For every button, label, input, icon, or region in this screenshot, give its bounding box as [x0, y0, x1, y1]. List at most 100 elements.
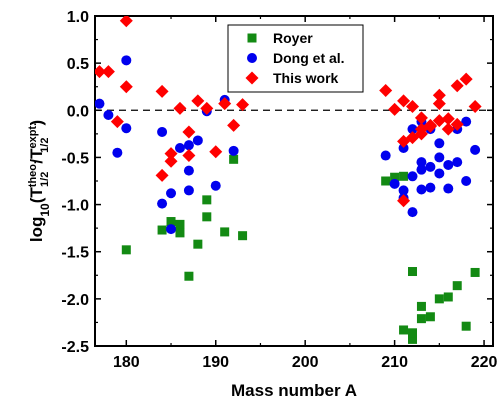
legend-label-royer: Royer [273, 30, 313, 46]
point-dong-et-al [443, 159, 454, 170]
point-dong-et-al [157, 126, 168, 137]
point-dong-et-al [407, 171, 418, 182]
point-dong-et-al [192, 135, 203, 146]
point-royer [166, 217, 176, 227]
point-royer [443, 292, 453, 302]
point-royer [381, 176, 391, 186]
y-tick-label: -2.0 [61, 292, 89, 309]
point-royer [408, 267, 418, 277]
y-axis-title-sup1: theo. [27, 161, 39, 187]
point-this-work [450, 117, 464, 131]
point-royer [470, 267, 480, 277]
x-tick-label: 190 [202, 354, 229, 371]
point-royer [416, 314, 426, 324]
point-this-work [388, 102, 402, 116]
x-tick-label: 200 [292, 354, 319, 371]
point-this-work [209, 145, 223, 159]
point-royer [202, 212, 212, 222]
point-this-work [101, 65, 115, 79]
point-royer [408, 334, 418, 344]
point-this-work [95, 65, 106, 79]
legend-items: Royer Dong et al. This work [245, 30, 345, 86]
data-points [95, 16, 482, 344]
point-this-work [432, 97, 446, 111]
point-this-work [155, 168, 169, 182]
point-this-work [119, 16, 133, 28]
point-dong-et-al [183, 140, 194, 151]
point-royer [175, 228, 185, 238]
point-this-work [414, 111, 428, 125]
y-tick-label: 0.5 [67, 56, 89, 73]
x-tick-label: 210 [381, 354, 408, 371]
point-royer [408, 328, 418, 338]
point-this-work [218, 97, 232, 111]
y-axis-title-slash: /T [27, 148, 46, 164]
point-royer [390, 172, 400, 182]
point-dong-et-al [443, 183, 454, 194]
point-dong-et-al [425, 161, 436, 172]
point-dong-et-al [425, 182, 436, 193]
point-dong-et-al [166, 224, 177, 235]
point-dong-et-al [121, 55, 132, 66]
point-dong-et-al [461, 116, 472, 127]
point-dong-et-al [416, 164, 427, 175]
axis-tick-labels: 180 190 200 210 220 1.0 0.5 0.0 -0.5 -1.0 -1.5 -2.0… [61, 9, 497, 371]
point-royer [399, 171, 409, 181]
point-dong-et-al [416, 184, 427, 195]
point-royer [416, 301, 426, 311]
point-dong-et-al [112, 147, 123, 158]
point-royer [452, 281, 462, 291]
x-tick-label: 180 [113, 354, 140, 371]
point-this-work [191, 94, 205, 108]
point-royer [461, 321, 471, 331]
legend-label-this-work: This work [273, 70, 339, 86]
y-axis-title-sup2: expt. [27, 123, 39, 149]
point-this-work [379, 83, 393, 97]
point-this-work [236, 98, 250, 112]
y-tick-label: 0.0 [67, 103, 89, 120]
point-this-work [164, 154, 178, 168]
point-dong-et-al [407, 124, 418, 135]
y-axis-title-open: (T [27, 187, 46, 204]
y-tick-label: -2.5 [61, 339, 89, 356]
point-dong-et-al [183, 185, 194, 196]
point-this-work [468, 100, 482, 114]
point-this-work [227, 118, 241, 132]
point-dong-et-al [434, 152, 445, 163]
point-dong-et-al [452, 157, 463, 168]
x-axis-title: Mass number A [231, 381, 357, 400]
legend-label-dong-et-al: Dong et al. [273, 50, 345, 66]
point-royer [220, 227, 230, 237]
point-dong-et-al [398, 185, 409, 196]
point-this-work [173, 101, 187, 115]
point-dong-et-al [407, 207, 418, 218]
point-dong-et-al [121, 123, 132, 134]
point-this-work [155, 84, 169, 98]
point-dong-et-al [157, 198, 168, 209]
point-this-work [450, 79, 464, 93]
point-dong-et-al [228, 145, 239, 156]
legend: Royer Dong et al. This work [227, 24, 364, 93]
point-dong-et-al [103, 110, 114, 120]
point-royer [238, 231, 248, 241]
y-tick-label: -1.0 [61, 198, 89, 215]
point-royer [193, 239, 203, 249]
legend-marker-dong-et-al [247, 53, 257, 63]
point-royer [399, 325, 409, 335]
point-this-work [182, 125, 196, 139]
y-axis-title-base: 10 [38, 203, 52, 217]
x-tick-label: 220 [471, 354, 498, 371]
point-this-work [200, 101, 214, 115]
y-axis-title: log10(Ttheo.1/2/Texpt.1/2) [27, 120, 52, 242]
point-royer [175, 219, 185, 229]
y-tick-label: -0.5 [61, 150, 89, 167]
point-dong-et-al [166, 188, 177, 199]
point-this-work [441, 122, 455, 136]
point-this-work [406, 100, 420, 114]
y-axis-title-log: log [27, 217, 46, 243]
point-royer [157, 225, 167, 235]
point-dong-et-al [210, 180, 221, 191]
point-this-work [432, 88, 446, 102]
y-axis-title-sub1: 1/2 [39, 172, 51, 187]
